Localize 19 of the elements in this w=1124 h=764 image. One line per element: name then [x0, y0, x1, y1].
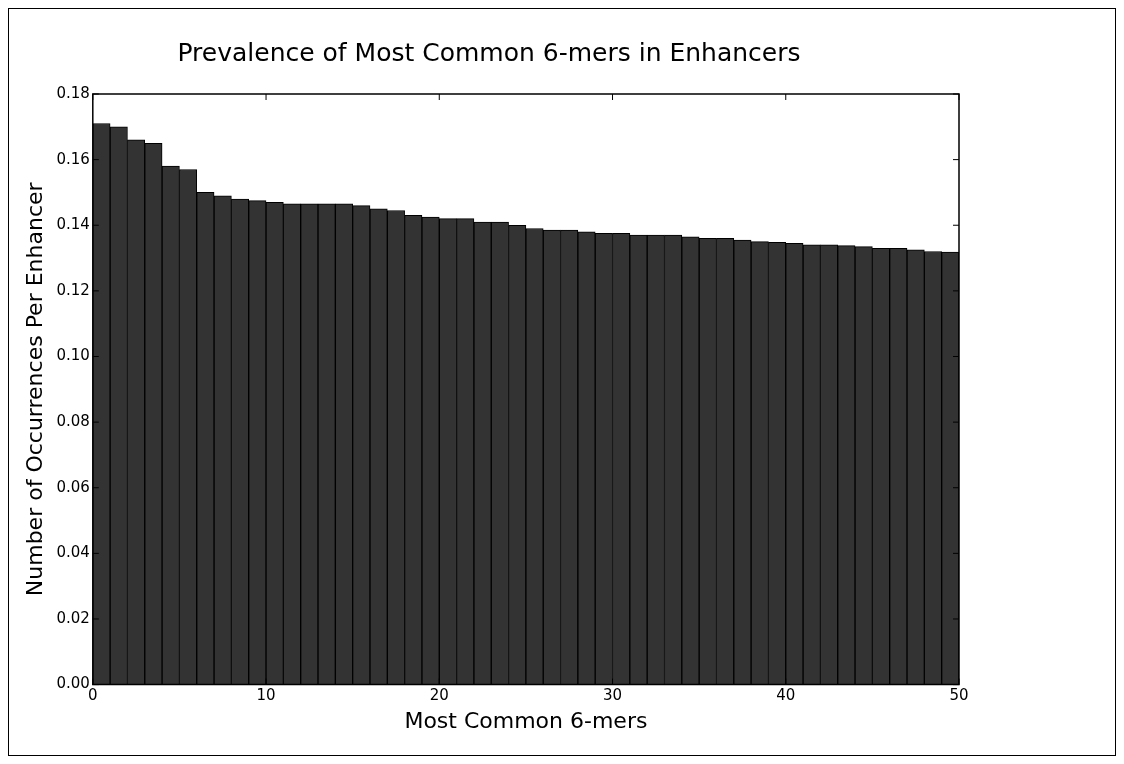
y-tick-label: 0.12: [56, 280, 90, 299]
chart-title: Prevalence of Most Common 6-mers in Enhancers: [177, 37, 801, 67]
y-tick-label: 0.08: [56, 412, 90, 430]
y-tick-label: 0.06: [56, 477, 90, 496]
x-axis-title: Most Common 6-mers: [404, 707, 648, 733]
y-axis-title: Number of Occurrences Per Enhancer: [21, 181, 47, 597]
y-tick-label: 0.18: [56, 83, 90, 102]
x-tick-label: 20: [429, 686, 449, 705]
y-tick-label: 0.02: [56, 608, 90, 627]
y-tick-label: 0.16: [56, 149, 90, 168]
y-tick-label: 0.10: [56, 346, 90, 365]
y-tick-label: 0.14: [56, 215, 90, 234]
x-tick-label: 50: [949, 686, 969, 705]
x-tick-label: 30: [602, 686, 623, 705]
x-tick-label: 10: [256, 686, 276, 705]
y-tick-label: 0.04: [56, 543, 90, 562]
y-tick-label: 0.00: [56, 674, 90, 693]
x-tick-label: 40: [776, 686, 796, 705]
x-tick-label: 0: [88, 686, 98, 705]
